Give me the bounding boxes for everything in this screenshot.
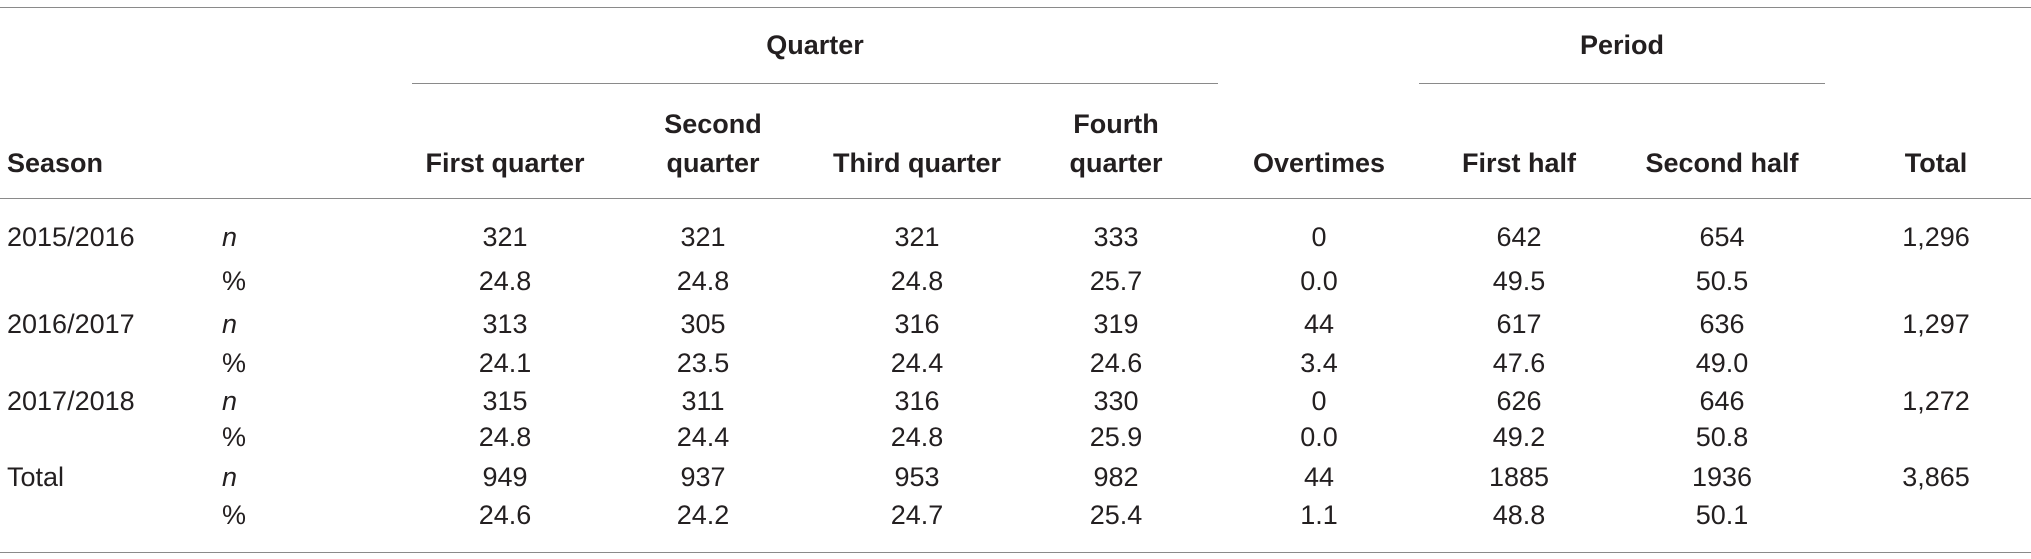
first-half-n-cell: 626 [1496, 386, 1542, 416]
first-quarter-percent-cell: 24.8 [478, 422, 532, 452]
fourth-quarter-percent-cell: 25.9 [1089, 422, 1143, 452]
second-half-percent-cell: 50.1 [1695, 500, 1749, 530]
second-quarter-header-line1: Second [664, 109, 762, 139]
first-quarter-percent-cell: 24.6 [478, 500, 532, 530]
first-half-percent-cell: 48.8 [1492, 500, 1546, 530]
header-bottom-rule [0, 198, 2031, 199]
third-quarter-n-cell: 321 [894, 222, 940, 252]
stat-label-percent: % [222, 422, 247, 452]
third-quarter-percent-cell: 24.8 [890, 422, 944, 452]
fourth-quarter-percent-cell: 24.6 [1089, 348, 1143, 378]
first-quarter-n-cell: 949 [482, 462, 528, 492]
stat-label-n: n [222, 309, 238, 339]
season-label: 2016/2017 [7, 309, 135, 339]
stat-label-n: n [222, 222, 238, 252]
first-half-n-cell: 617 [1496, 309, 1542, 339]
top-rule [0, 7, 2031, 8]
fourth-quarter-n-cell: 982 [1093, 462, 1139, 492]
second-quarter-n-cell: 937 [680, 462, 726, 492]
third-quarter-n-cell: 316 [894, 309, 940, 339]
third-quarter-percent-cell: 24.8 [890, 266, 944, 296]
second-quarter-n-cell: 321 [680, 222, 726, 252]
second-quarter-n-cell: 311 [681, 386, 725, 416]
period-group-rule [1419, 83, 1825, 84]
third-quarter-percent-cell: 24.4 [890, 348, 944, 378]
first-half-n-cell: 1885 [1488, 462, 1550, 492]
first-half-percent-cell: 49.5 [1492, 266, 1546, 296]
total-header: Total [1904, 148, 1968, 178]
second-half-percent-cell: 49.0 [1695, 348, 1749, 378]
third-quarter-header: Third quarter [832, 148, 1001, 178]
first-quarter-percent-cell: 24.1 [478, 348, 532, 378]
quarter-group-rule [412, 83, 1218, 84]
third-quarter-n-cell: 953 [894, 462, 940, 492]
third-quarter-percent-cell: 24.7 [890, 500, 944, 530]
second-quarter-n-cell: 305 [680, 309, 726, 339]
season-label: 2015/2016 [7, 222, 135, 252]
stat-label-percent: % [222, 348, 247, 378]
first-quarter-header: First quarter [425, 148, 585, 178]
total-n-cell: 1,297 [1902, 309, 1970, 339]
overtimes-n-cell: 0 [1311, 386, 1327, 416]
second-half-n-cell: 654 [1699, 222, 1745, 252]
quarter-group-header: Quarter [766, 30, 864, 60]
fourth-quarter-percent-cell: 25.4 [1089, 500, 1143, 530]
second-quarter-header-line2: quarter [666, 148, 760, 178]
third-quarter-n-cell: 316 [894, 386, 940, 416]
bottom-rule [0, 552, 2031, 553]
first-quarter-n-cell: 321 [482, 222, 528, 252]
first-half-header: First half [1461, 148, 1576, 178]
overtimes-percent-cell: 1.1 [1300, 500, 1338, 530]
overtimes-n-cell: 0 [1311, 222, 1327, 252]
second-half-n-cell: 1936 [1691, 462, 1753, 492]
total-n-cell: 1,296 [1902, 222, 1970, 252]
fourth-quarter-header-line1: Fourth [1073, 109, 1159, 139]
first-quarter-percent-cell: 24.8 [478, 266, 532, 296]
second-half-n-cell: 646 [1699, 386, 1745, 416]
second-half-percent-cell: 50.5 [1695, 266, 1749, 296]
overtimes-percent-cell: 0.0 [1300, 422, 1338, 452]
season-label: 2017/2018 [7, 386, 135, 416]
season-label: Total [7, 462, 65, 492]
total-n-cell: 1,272 [1902, 386, 1970, 416]
overtimes-percent-cell: 0.0 [1300, 266, 1338, 296]
season-header: Season [7, 148, 104, 178]
fourth-quarter-percent-cell: 25.7 [1089, 266, 1143, 296]
second-quarter-percent-cell: 24.2 [676, 500, 730, 530]
overtimes-header: Overtimes [1252, 148, 1386, 178]
fourth-quarter-n-cell: 333 [1093, 222, 1139, 252]
fourth-quarter-n-cell: 330 [1093, 386, 1139, 416]
second-quarter-percent-cell: 24.8 [676, 266, 730, 296]
stat-label-n: n [222, 386, 238, 416]
first-half-n-cell: 642 [1496, 222, 1542, 252]
first-quarter-n-cell: 315 [482, 386, 528, 416]
stat-label-n: n [222, 462, 238, 492]
first-quarter-n-cell: 313 [482, 309, 528, 339]
second-half-percent-cell: 50.8 [1695, 422, 1749, 452]
fourth-quarter-header-line2: quarter [1069, 148, 1163, 178]
overtimes-n-cell: 44 [1303, 462, 1335, 492]
stat-label-percent: % [222, 500, 247, 530]
fourth-quarter-n-cell: 319 [1093, 309, 1139, 339]
period-group-header: Period [1579, 30, 1665, 60]
first-half-percent-cell: 49.2 [1492, 422, 1546, 452]
second-half-header: Second half [1645, 148, 1799, 178]
second-quarter-percent-cell: 23.5 [676, 348, 730, 378]
overtimes-n-cell: 44 [1303, 309, 1335, 339]
second-half-n-cell: 636 [1699, 309, 1745, 339]
first-half-percent-cell: 47.6 [1492, 348, 1546, 378]
overtimes-percent-cell: 3.4 [1300, 348, 1338, 378]
stat-label-percent: % [222, 266, 247, 296]
second-quarter-percent-cell: 24.4 [676, 422, 730, 452]
total-n-cell: 3,865 [1902, 462, 1970, 492]
